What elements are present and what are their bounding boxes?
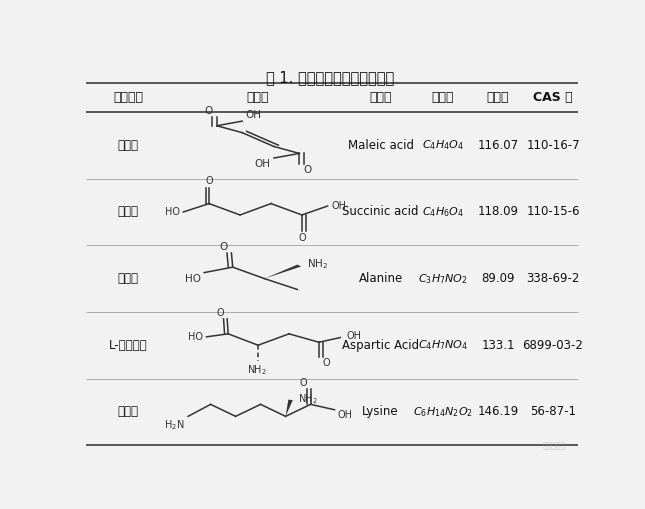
Polygon shape <box>286 400 293 416</box>
Text: 琥珀酸: 琥珀酸 <box>117 206 139 218</box>
Polygon shape <box>264 265 301 278</box>
Text: HO: HO <box>164 207 180 217</box>
Text: 分子式: 分子式 <box>432 91 454 104</box>
Text: 结构式: 结构式 <box>247 91 270 104</box>
Text: 89.09: 89.09 <box>481 272 515 285</box>
Text: 表 1. 氨基酸类化合物相关信息: 表 1. 氨基酸类化合物相关信息 <box>266 70 395 84</box>
Text: O: O <box>205 176 213 186</box>
Text: NH$_2$: NH$_2$ <box>307 258 328 271</box>
Text: 6899-03-2: 6899-03-2 <box>522 338 584 352</box>
Text: O: O <box>300 378 308 387</box>
Text: O: O <box>298 233 306 243</box>
Text: O: O <box>204 106 212 116</box>
Text: HO: HO <box>185 274 201 284</box>
Text: OH: OH <box>347 331 362 341</box>
Text: 分子量: 分子量 <box>487 91 510 104</box>
Text: 56-87-1: 56-87-1 <box>530 405 576 418</box>
Text: OH: OH <box>245 110 261 120</box>
Text: 110-15-6: 110-15-6 <box>526 206 580 218</box>
Text: $C_4H_6O_4$: $C_4H_6O_4$ <box>422 205 464 219</box>
Text: 丙氨酸: 丙氨酸 <box>117 272 139 285</box>
Text: OH: OH <box>255 159 271 169</box>
Text: O: O <box>322 358 330 369</box>
Text: Lysine: Lysine <box>362 405 399 418</box>
Text: $C_3H_7NO_2$: $C_3H_7NO_2$ <box>418 272 468 286</box>
Text: O: O <box>303 165 312 175</box>
Text: NH$_2$: NH$_2$ <box>297 392 317 406</box>
Text: 116.07: 116.07 <box>477 139 519 152</box>
Text: Alanine: Alanine <box>359 272 402 285</box>
Text: CAS 号: CAS 号 <box>533 91 573 104</box>
Text: 比特易品网: 比特易品网 <box>542 441 566 450</box>
Text: 赖氨酸: 赖氨酸 <box>117 405 139 418</box>
Text: 英文名: 英文名 <box>370 91 392 104</box>
Text: $C_4H_7NO_4$: $C_4H_7NO_4$ <box>418 338 468 352</box>
Text: 样品名称: 样品名称 <box>113 91 143 104</box>
Text: $C_4H_4O_4$: $C_4H_4O_4$ <box>422 138 464 152</box>
Text: Succinic acid: Succinic acid <box>342 206 419 218</box>
Text: 338-69-2: 338-69-2 <box>526 272 580 285</box>
Text: 马来酸: 马来酸 <box>117 139 139 152</box>
Text: Maleic acid: Maleic acid <box>348 139 413 152</box>
Text: OH: OH <box>332 201 346 211</box>
Text: NH$_2$: NH$_2$ <box>247 363 267 377</box>
Text: 146.19: 146.19 <box>477 405 519 418</box>
Text: 133.1: 133.1 <box>481 338 515 352</box>
Text: L-天冬氨酸: L-天冬氨酸 <box>109 338 148 352</box>
Text: $C_6H_{14}N_2O_2$: $C_6H_{14}N_2O_2$ <box>413 405 473 419</box>
Text: H$_2$N: H$_2$N <box>164 418 184 432</box>
Text: Aspartic Acid: Aspartic Acid <box>342 338 419 352</box>
Text: OH: OH <box>337 410 353 420</box>
Text: O: O <box>219 242 228 252</box>
Text: 118.09: 118.09 <box>477 206 519 218</box>
Text: HO: HO <box>188 332 203 342</box>
Text: O: O <box>217 307 224 318</box>
Text: 110-16-7: 110-16-7 <box>526 139 580 152</box>
